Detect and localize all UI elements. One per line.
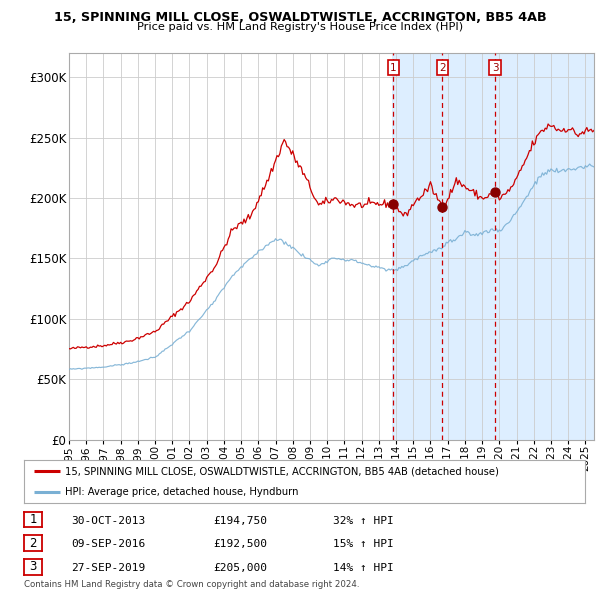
Text: 15% ↑ HPI: 15% ↑ HPI: [333, 539, 394, 549]
Text: 27-SEP-2019: 27-SEP-2019: [71, 563, 145, 573]
Text: 3: 3: [29, 560, 37, 573]
Text: HPI: Average price, detached house, Hyndburn: HPI: Average price, detached house, Hynd…: [65, 487, 298, 497]
Text: 2: 2: [29, 536, 37, 550]
Text: 1: 1: [29, 513, 37, 526]
Text: 3: 3: [492, 63, 499, 73]
Text: 14% ↑ HPI: 14% ↑ HPI: [333, 563, 394, 573]
Text: 30-OCT-2013: 30-OCT-2013: [71, 516, 145, 526]
Text: 15, SPINNING MILL CLOSE, OSWALDTWISTLE, ACCRINGTON, BB5 4AB (detached house): 15, SPINNING MILL CLOSE, OSWALDTWISTLE, …: [65, 467, 499, 477]
Text: 1: 1: [390, 63, 397, 73]
Text: £192,500: £192,500: [213, 539, 267, 549]
Text: 09-SEP-2016: 09-SEP-2016: [71, 539, 145, 549]
Text: 15, SPINNING MILL CLOSE, OSWALDTWISTLE, ACCRINGTON, BB5 4AB: 15, SPINNING MILL CLOSE, OSWALDTWISTLE, …: [53, 11, 547, 24]
Text: Contains HM Land Registry data © Crown copyright and database right 2024.: Contains HM Land Registry data © Crown c…: [24, 580, 359, 589]
Text: £194,750: £194,750: [213, 516, 267, 526]
Text: 2: 2: [439, 63, 446, 73]
Text: 32% ↑ HPI: 32% ↑ HPI: [333, 516, 394, 526]
Text: £205,000: £205,000: [213, 563, 267, 573]
Text: Price paid vs. HM Land Registry's House Price Index (HPI): Price paid vs. HM Land Registry's House …: [137, 22, 463, 32]
Bar: [392, 53, 594, 440]
